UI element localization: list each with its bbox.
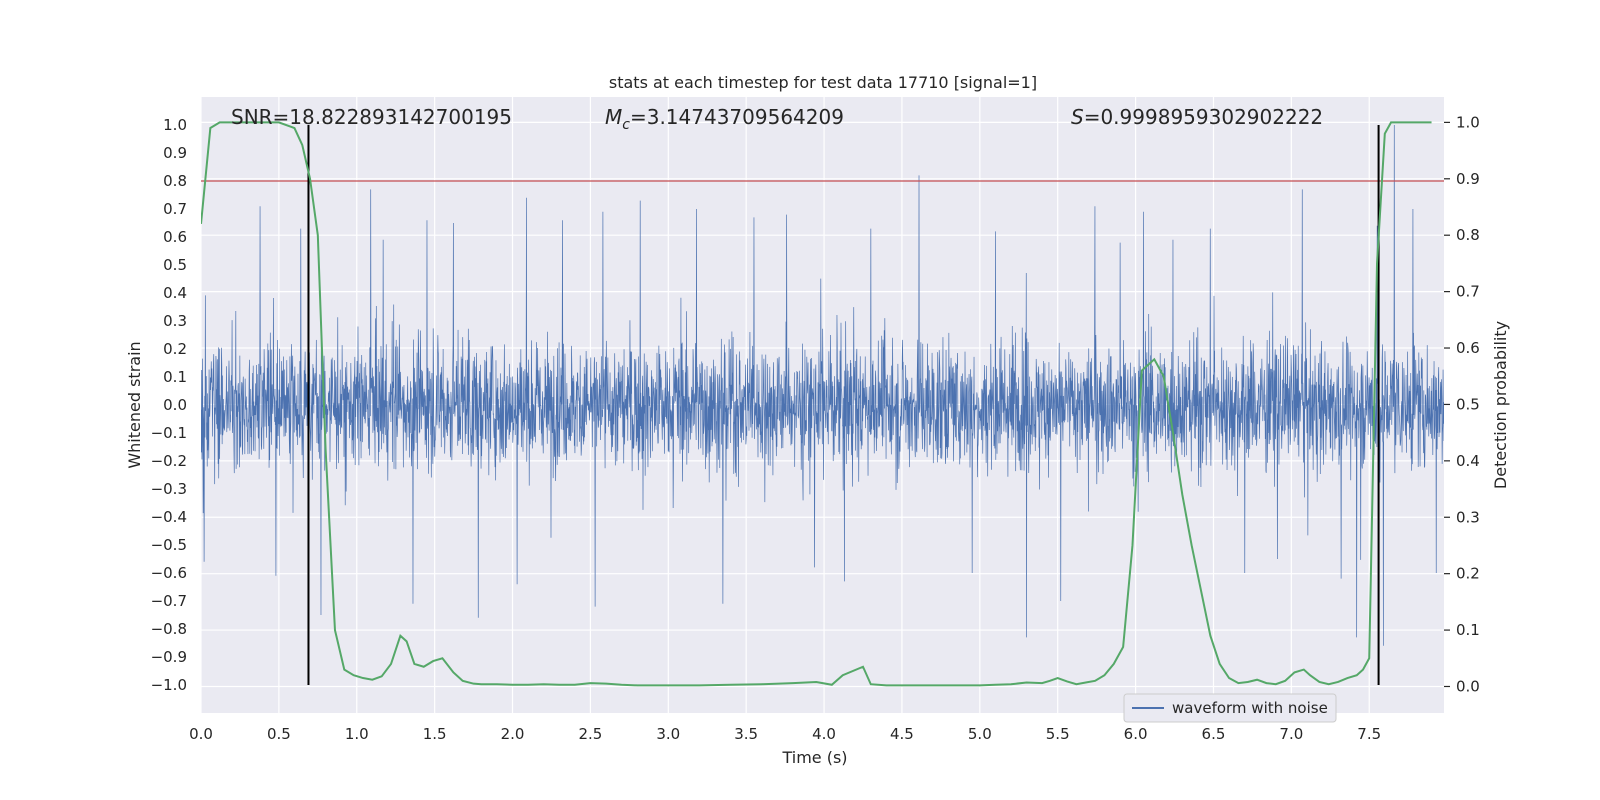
y-tick-label: 0.5 xyxy=(163,256,187,274)
y-right-tick-label: 0.5 xyxy=(1456,395,1480,413)
chirp-mass-subscript: c xyxy=(622,117,630,133)
y-tick-label: −0.4 xyxy=(151,508,187,526)
y-tick-label: 0.2 xyxy=(163,340,187,358)
y-axis-label: Whitened strain xyxy=(125,341,144,468)
y-right-tick-label: 0.6 xyxy=(1456,339,1480,357)
significance-annotation: S=0.9998959302902222 xyxy=(1071,105,1323,129)
x-tick-label: 1.5 xyxy=(423,725,447,743)
vertical-markers xyxy=(307,125,1380,685)
x-tick-label: 7.0 xyxy=(1279,725,1303,743)
y-tick-label: 1.0 xyxy=(163,116,187,134)
x-tick-label: 4.5 xyxy=(890,725,914,743)
x-axis-ticks: 0.0 0.5 1.0 1.5 2.0 2.5 3.0 3.5 4.0 4.5 5.0 5.5 6.0 6… xyxy=(189,725,1381,743)
x-axis-label: Time (s) xyxy=(781,748,847,767)
y-tick-label: 0.8 xyxy=(163,172,187,190)
x-tick-label: 7.5 xyxy=(1357,725,1381,743)
y-tick-label: 0.0 xyxy=(163,396,187,414)
y-tick-label: −0.3 xyxy=(151,480,187,498)
y-tick-label: 0.9 xyxy=(163,144,187,162)
y-right-tick-label: 0.2 xyxy=(1456,565,1480,583)
x-tick-label: 2.0 xyxy=(501,725,525,743)
detection-probability-series xyxy=(201,121,1432,687)
x-tick-label: 4.0 xyxy=(812,725,836,743)
x-tick-label: 0.5 xyxy=(267,725,291,743)
chart-title: stats at each timestep for test data 177… xyxy=(609,73,1037,92)
y-tick-label: −0.6 xyxy=(151,564,187,582)
y-right-tick-label: 0.7 xyxy=(1456,283,1480,301)
chirp-mass-symbol: M xyxy=(605,105,622,129)
y-tick-label: −0.9 xyxy=(151,648,187,666)
y-tick-label: 0.4 xyxy=(163,284,187,302)
x-tick-label: 0.0 xyxy=(189,725,213,743)
chirp-mass-value: =3.14743709564209 xyxy=(630,105,844,129)
y-right-tick-label: 0.3 xyxy=(1456,508,1480,526)
significance-symbol: S xyxy=(1071,105,1084,129)
y-right-tick-label: 0.1 xyxy=(1456,621,1480,639)
y-right-tick-label: 0.8 xyxy=(1456,226,1480,244)
waveform-series xyxy=(201,124,1444,646)
y-right-tick-label: 0.0 xyxy=(1456,677,1480,695)
legend: waveform with noise xyxy=(1123,693,1337,723)
grid xyxy=(200,97,1444,713)
snr-annotation: SNR=18.822893142700195 xyxy=(231,105,512,129)
legend-label: waveform with noise xyxy=(1172,699,1328,717)
y-right-tick-label: 1.0 xyxy=(1456,113,1480,131)
y-tick-label: −0.7 xyxy=(151,592,187,610)
x-tick-label: 5.0 xyxy=(968,725,992,743)
y-axis-left-ticks: 1.0 0.9 0.8 0.7 0.6 0.5 0.4 0.3 0.2 0.1 0.0 −0.1 −0.… xyxy=(151,116,187,694)
y-tick-label: −0.2 xyxy=(151,452,187,470)
y-tick-label: −0.8 xyxy=(151,620,187,638)
y-tick-label: 0.7 xyxy=(163,200,187,218)
x-tick-label: 6.5 xyxy=(1202,725,1226,743)
y-tick-label: 0.3 xyxy=(163,312,187,330)
x-tick-label: 2.5 xyxy=(578,725,602,743)
legend-box xyxy=(1123,693,1337,723)
y-axis-right-ticks: 1.0 0.9 0.8 0.7 0.6 0.5 0.4 0.3 0.2 0.1 0.0 xyxy=(1444,113,1480,695)
significance-value: =0.9998959302902222 xyxy=(1084,105,1323,129)
x-tick-label: 5.5 xyxy=(1046,725,1070,743)
y-tick-label: 0.1 xyxy=(163,368,187,386)
y-tick-label: 0.6 xyxy=(163,228,187,246)
y-tick-label: −0.1 xyxy=(151,424,187,442)
y-axis-right-label: Detection probability xyxy=(1491,321,1510,489)
y-right-tick-label: 0.4 xyxy=(1456,452,1480,470)
chirp-mass-annotation: Mc=3.14743709564209 xyxy=(605,105,844,133)
y-tick-label: −0.5 xyxy=(151,536,187,554)
y-right-tick-label: 0.9 xyxy=(1456,170,1480,188)
x-tick-label: 1.0 xyxy=(345,725,369,743)
x-tick-label: 3.0 xyxy=(656,725,680,743)
x-tick-label: 3.5 xyxy=(734,725,758,743)
x-tick-label: 6.0 xyxy=(1124,725,1148,743)
y-tick-label: −1.0 xyxy=(151,676,187,694)
